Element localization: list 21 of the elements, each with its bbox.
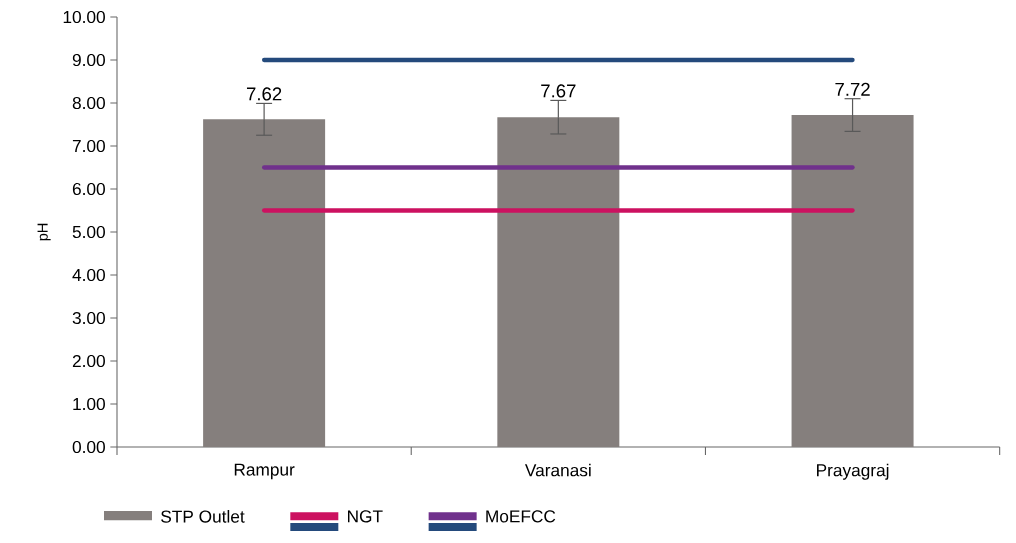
data-label: 7.67: [541, 84, 576, 98]
y-axis-title: pH: [37, 223, 51, 241]
legend-label: STP Outlet: [161, 509, 245, 523]
y-tick-label: 7.00: [72, 139, 105, 153]
x-tick-label: Rampur: [234, 463, 295, 480]
y-tick-label: 10.00: [63, 10, 105, 24]
y-tick-label: 6.00: [72, 182, 105, 196]
y-tick-label: 1.00: [73, 397, 105, 411]
x-tick-label: Varanasi: [524, 463, 591, 477]
y-tick-label: 9.00: [72, 53, 105, 67]
y-tick-label: 0.00: [72, 440, 105, 454]
data-label: 7.72: [835, 82, 870, 96]
legend-label: NGT: [348, 510, 383, 523]
y-tick-label: 3.00: [72, 311, 105, 325]
y-tick-label: 8.00: [72, 96, 105, 110]
y-tick-label: 4.00: [72, 268, 105, 282]
x-tick-label: Prayagraj: [817, 463, 889, 480]
y-tick-label: 5.00: [72, 225, 105, 239]
legend-label: MoEFCC: [486, 510, 556, 523]
y-tick-label: 2.00: [72, 354, 105, 368]
data-label: 7.62: [246, 87, 282, 101]
